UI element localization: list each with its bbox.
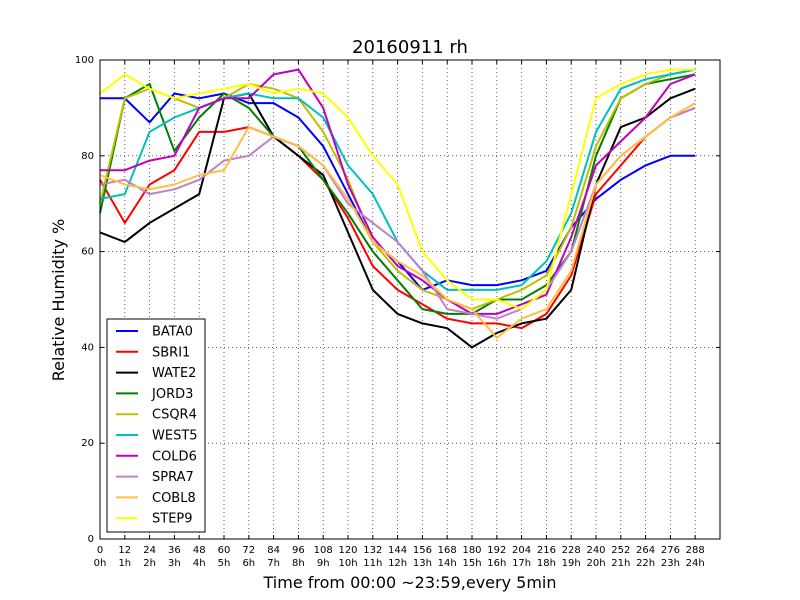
y-tick-label: 0 [88,534,94,545]
x-tick-sublabel: 7h [267,558,280,569]
x-tick-sublabel: 4h [193,558,206,569]
x-tick-sublabel: 8h [292,558,305,569]
x-tick-sublabel: 20h [586,558,605,569]
x-tick-label: 120 [338,545,357,556]
y-tick-label: 100 [75,55,94,66]
x-axis-label: Time from 00:00 ~23:59,every 5min [263,573,557,592]
x-tick-sublabel: 5h [218,558,231,569]
x-tick-sublabel: 22h [636,558,655,569]
legend-label: BATA0 [152,325,193,340]
x-tick-label: 276 [661,545,680,556]
series-line-csqr4 [99,68,696,311]
chart-title: 20160911 rh [352,37,468,58]
legend: BATA0 SBRI1 WATE2 JORD3 CSQR4 WEST5 COLD6 SPRA7… [106,318,206,533]
x-tick-sublabel: 15h [462,558,481,569]
legend-label: STEP9 [152,512,193,527]
x-tick-label: 60 [218,545,231,556]
x-tick-label: 72 [242,545,255,556]
x-tick-label: 264 [636,545,655,556]
x-tick-sublabel: 3h [168,558,181,569]
series-line-cobl8 [99,102,696,339]
x-tick-label: 36 [168,545,181,556]
x-tick-sublabel: 24h [686,558,705,569]
x-tick-sublabel: 18h [537,558,556,569]
x-tick-sublabel: 9h [317,558,330,569]
x-tick-label: 132 [363,545,382,556]
x-tick-label: 24 [143,545,156,556]
x-tick-sublabel: 2h [143,558,156,569]
x-tick-sublabel: 13h [413,558,432,569]
x-tick-label: 0 [97,545,103,556]
series-line-jord3 [99,73,696,315]
x-tick-sublabel: 11h [363,558,382,569]
series-line-spra7 [99,106,696,320]
legend-label: COBL8 [152,491,196,506]
x-tick-sublabel: 17h [512,558,531,569]
x-tick-label: 144 [388,545,407,556]
legend-label: SPRA7 [152,470,194,485]
x-tick-sublabel: 14h [438,558,457,569]
x-tick-label: 180 [462,545,481,556]
x-ticks: 0 0h 12 1h 24 2h 36 3h 48 4h 60 5h 72 6h 84 7h 96 8h 108 9h… [94,60,705,569]
x-tick-sublabel: 19h [562,558,581,569]
legend-label: SBRI1 [152,345,190,360]
x-tick-sublabel: 12h [388,558,407,569]
series-line-sbri1 [99,106,696,330]
x-tick-label: 156 [413,545,432,556]
x-tick-sublabel: 21h [611,558,630,569]
x-tick-label: 204 [512,545,531,556]
legend-label: WEST5 [152,429,198,444]
x-tick-sublabel: 16h [487,558,506,569]
series-line-step9 [99,68,696,311]
x-tick-label: 240 [586,545,605,556]
y-ticks: 0 20 40 60 80 100 [75,55,720,545]
legend-label: CSQR4 [152,408,197,423]
y-axis-label: Relative Humidity % [49,219,68,381]
x-tick-label: 252 [611,545,630,556]
y-tick-label: 20 [81,438,94,449]
series-line-cold6 [100,68,696,315]
x-tick-label: 228 [562,545,581,556]
x-tick-label: 192 [487,545,506,556]
legend-label: JORD3 [151,387,193,402]
legend-label: WATE2 [152,366,196,381]
x-tick-label: 168 [438,545,457,556]
x-tick-label: 96 [292,545,305,556]
x-tick-sublabel: 10h [338,558,357,569]
y-tick-label: 40 [81,342,94,353]
x-tick-label: 12 [118,545,131,556]
x-tick-label: 48 [193,545,206,556]
x-tick-sublabel: 1h [118,558,131,569]
x-tick-label: 288 [686,545,705,556]
plot-frame [99,59,721,540]
series-lines [99,68,696,349]
x-tick-label: 108 [314,545,333,556]
y-tick-label: 60 [81,247,94,258]
legend-label: COLD6 [152,449,197,464]
x-tick-sublabel: 0h [94,558,107,569]
x-tick-label: 216 [537,545,556,556]
x-tick-label: 84 [267,545,280,556]
x-tick-sublabel: 6h [242,558,255,569]
x-tick-sublabel: 23h [661,558,680,569]
y-tick-label: 80 [81,151,94,162]
